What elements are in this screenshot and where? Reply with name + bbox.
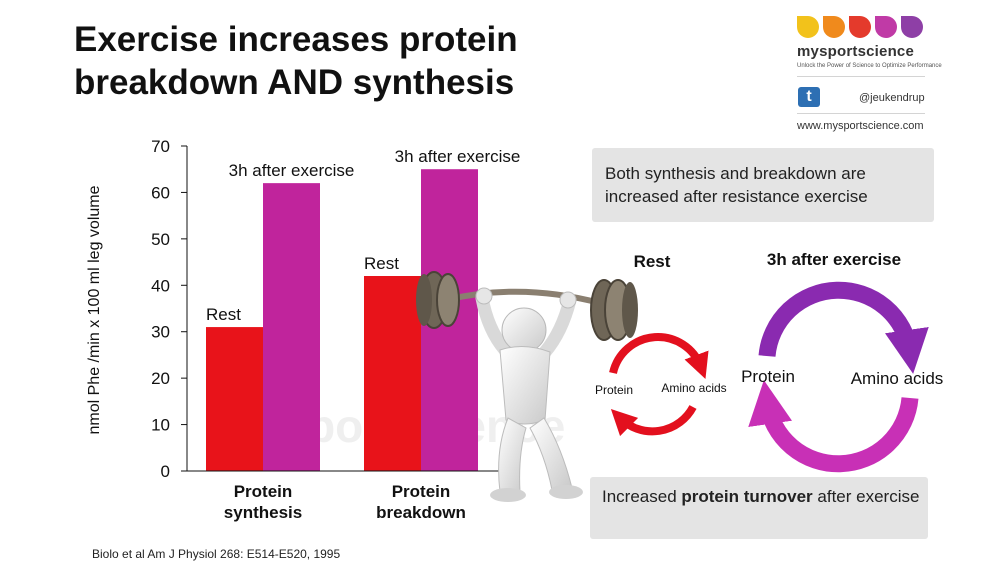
y-axis-label: nmol Phe /min x 100 ml leg volume [86, 185, 103, 434]
x-category-label: Protein [392, 482, 451, 501]
info-box-bold-text: protein turnover [681, 487, 813, 506]
twitter-handle[interactable]: @jeukendrup [859, 92, 925, 104]
title-line-2: breakdown AND synthesis [74, 63, 515, 102]
logo-name: mysportscience [797, 43, 915, 60]
bar [263, 183, 320, 471]
slide-title: Exercise increases protein breakdown AND… [74, 18, 694, 104]
rest-arrow-bottom [610, 404, 697, 437]
x-category-label: breakdown [376, 503, 466, 522]
brand-logo: mysportscience Unlock the Power of Scien… [795, 16, 975, 136]
exercise-arrow-bottom [748, 380, 919, 473]
logo-petal [849, 16, 871, 38]
x-axis-labels: Protein synthesis Protein breakdown [224, 482, 466, 522]
x-category-label: synthesis [224, 503, 302, 522]
bar-label-group: Rest Rest 3h after exercise 3h after exerci… [206, 147, 520, 324]
weightlifter-figure-icon [416, 271, 638, 502]
rest-amino-acids-label: Amino acids [661, 381, 726, 395]
exercise-protein-label: Protein [741, 367, 795, 386]
bar-series-label: 3h after exercise [395, 147, 521, 166]
bar [206, 327, 263, 471]
logo-petal [875, 16, 897, 38]
rest-cycle-title: Rest [634, 252, 671, 271]
bar-series-label: Rest [364, 254, 399, 273]
logo-petal [823, 16, 845, 38]
exercise-cycle-diagram: 3h after exercise Protein Amino acids [741, 250, 944, 473]
y-tick-label: 30 [151, 323, 170, 342]
y-tick-label: 60 [151, 183, 170, 202]
logo-divider [797, 113, 925, 114]
rest-arrow-top [609, 333, 709, 379]
logo-tagline: Unlock the Power of Science to Optimize … [797, 63, 942, 69]
bar-series-label: Rest [206, 305, 241, 324]
bar-series-label: 3h after exercise [229, 161, 355, 180]
info-box-synthesis-breakdown: Both synthesis and breakdown are increas… [592, 148, 934, 222]
y-tick-label: 70 [151, 137, 170, 156]
bar [364, 276, 421, 471]
info-box-protein-turnover: Increased protein turnover after exercis… [590, 477, 928, 539]
twitter-icon: t [798, 87, 820, 107]
logo-divider [797, 76, 925, 77]
citation: Biolo et al Am J Physiol 268: E514-E520,… [92, 547, 341, 561]
y-tick-label: 10 [151, 416, 170, 435]
y-axis: 0 10 20 30 40 50 60 70 [151, 137, 500, 481]
logo-petal [797, 16, 819, 38]
y-tick-label: 40 [151, 276, 170, 295]
y-tick-label: 50 [151, 230, 170, 249]
rest-protein-label: Protein [595, 383, 633, 397]
rest-cycle-diagram: Rest Protein Amino acids [595, 252, 727, 437]
website-link[interactable]: www.mysportscience.com [797, 120, 924, 132]
info-box-text: after exercise [812, 487, 920, 506]
y-tick-label: 0 [161, 462, 170, 481]
x-category-label: Protein [234, 482, 293, 501]
y-tick-label: 20 [151, 369, 170, 388]
exercise-cycle-title: 3h after exercise [767, 250, 901, 269]
info-box-text: Increased [602, 487, 682, 506]
title-line-1: Exercise increases protein [74, 20, 518, 59]
logo-petal [901, 16, 923, 38]
exercise-arrow-top [758, 281, 929, 374]
exercise-amino-acids-label: Amino acids [851, 369, 944, 388]
